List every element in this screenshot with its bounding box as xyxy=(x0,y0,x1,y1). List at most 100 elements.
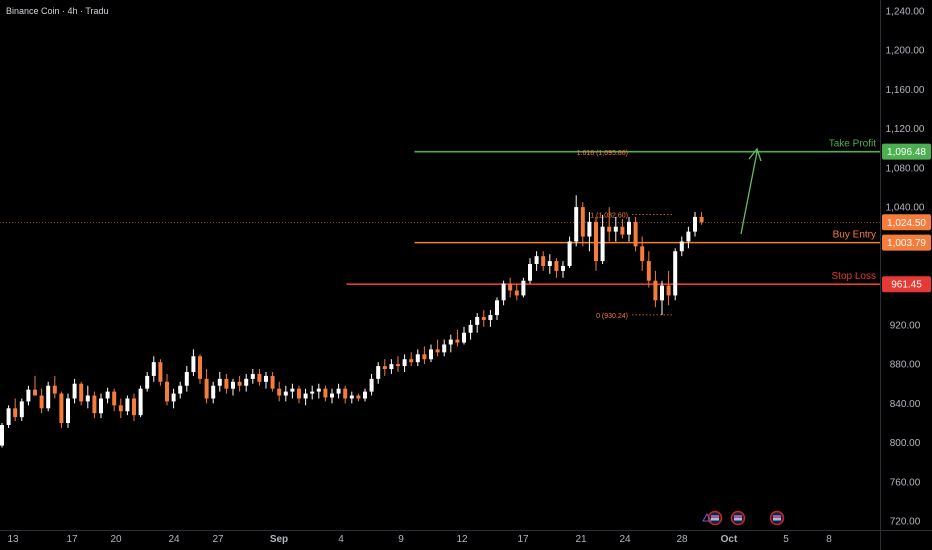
flag-icon[interactable] xyxy=(707,510,723,526)
candle-body xyxy=(389,364,394,370)
candle-body xyxy=(376,366,381,379)
candle-body xyxy=(534,256,539,265)
event-markers[interactable] xyxy=(702,510,785,526)
price-tags: 1,096.48 1,024.50 1,003.79 961.45 xyxy=(882,143,931,293)
price-tag-bg xyxy=(882,234,931,251)
candle-body xyxy=(514,290,519,296)
candle-body xyxy=(554,261,559,271)
price-tag-bg xyxy=(882,143,931,160)
candle-body xyxy=(39,395,44,409)
time-axis[interactable]: 13 17 20 24 27 Sep 4 9 12 17 21 24 28 Oct 5 8 xyxy=(0,530,932,546)
level-label: Take Profit xyxy=(829,139,876,150)
candle-body xyxy=(310,391,315,394)
flag-body xyxy=(711,515,719,521)
candle-body xyxy=(462,332,466,343)
price-tick-label: 1,120.00 xyxy=(886,124,925,135)
candle-body xyxy=(138,388,143,416)
candle-body xyxy=(613,226,618,232)
price-tick-label: 880.00 xyxy=(890,360,921,371)
candle-body xyxy=(204,378,209,399)
candle-body xyxy=(699,216,704,223)
candle-body xyxy=(151,362,156,376)
candle-body xyxy=(646,261,651,281)
candle-body xyxy=(528,264,532,281)
time-tick-label: 13 xyxy=(7,534,19,545)
candle-body xyxy=(33,389,37,396)
candle-body xyxy=(349,395,354,399)
candle-body xyxy=(79,383,84,402)
price-tick-label: 760.00 xyxy=(890,477,921,488)
candle-body xyxy=(415,354,420,363)
candle-body xyxy=(336,388,341,394)
candle-body xyxy=(435,349,440,353)
fib-label: 0 (930.24) xyxy=(596,313,628,320)
candle-body xyxy=(660,285,664,301)
candle-body xyxy=(46,385,51,409)
price-tick-label: 1,040.00 xyxy=(886,203,925,214)
price-tag-bg xyxy=(882,214,931,231)
candle-body xyxy=(6,408,11,425)
candle-body xyxy=(673,251,678,296)
candle-body xyxy=(541,256,546,266)
level-label: Buy Entry xyxy=(833,230,876,241)
time-tick-label: 5 xyxy=(783,534,789,545)
price-tick-label: 1,200.00 xyxy=(886,46,925,57)
candle-body xyxy=(297,388,301,399)
candle-body xyxy=(455,339,460,343)
candle-body xyxy=(125,398,130,412)
candle-body xyxy=(627,221,631,235)
candle-body xyxy=(217,378,222,386)
buy-entry-tag: 1,003.79 xyxy=(882,234,931,251)
candle-body xyxy=(118,405,123,412)
candle-body xyxy=(277,388,282,396)
candles xyxy=(0,195,704,448)
candle-body xyxy=(686,231,691,242)
candle-body xyxy=(448,339,453,345)
candle-body xyxy=(231,381,235,389)
candle-body xyxy=(633,221,638,247)
candle-body xyxy=(237,381,242,386)
price-tag-label: 961.45 xyxy=(891,280,922,291)
candle-body xyxy=(429,349,433,360)
time-tick-label: 24 xyxy=(619,534,631,545)
candle-body xyxy=(303,393,308,399)
candle-body xyxy=(85,395,90,402)
candle-body xyxy=(422,354,427,360)
candle-body xyxy=(409,359,414,363)
price-tick-label: 1,160.00 xyxy=(886,85,925,96)
time-tick-label: 12 xyxy=(456,534,468,545)
candle-body xyxy=(363,391,367,399)
candle-body xyxy=(184,371,189,386)
candle-body xyxy=(330,393,334,398)
stop-loss-tag: 961.45 xyxy=(882,276,931,293)
candle-body xyxy=(59,393,64,424)
flag-body xyxy=(734,515,742,521)
time-tick-label: 9 xyxy=(398,534,404,545)
price-axis[interactable]: 1,240.00 1,200.00 1,160.00 1,120.00 1,080.00… xyxy=(880,0,925,550)
candle-body xyxy=(145,375,150,389)
candle-body xyxy=(640,246,645,262)
candle-body xyxy=(283,391,288,396)
candle-body xyxy=(191,356,196,372)
candle-body xyxy=(19,401,24,418)
time-tick-label: 17 xyxy=(66,534,78,545)
price-tick-label: 800.00 xyxy=(890,438,921,449)
candle-body xyxy=(165,381,169,402)
take-profit-tag: 1,096.48 xyxy=(882,143,931,160)
candle-body xyxy=(508,283,513,291)
projection-arrow xyxy=(740,147,762,235)
time-tick-label: 4 xyxy=(338,534,344,545)
time-tick-label: Oct xyxy=(721,534,738,545)
candle-body xyxy=(224,378,229,389)
candle-body xyxy=(26,389,31,402)
time-tick-label: 17 xyxy=(517,534,529,545)
flag-icon[interactable] xyxy=(769,510,785,526)
trade-levels: Take Profit Buy Entry Stop Loss xyxy=(0,139,880,285)
candle-body xyxy=(244,378,249,386)
flag-icon[interactable] xyxy=(730,510,746,526)
candle-body xyxy=(693,216,697,232)
candle-body xyxy=(666,285,671,296)
candle-body xyxy=(587,221,592,237)
time-tick-label: 8 xyxy=(826,534,832,545)
